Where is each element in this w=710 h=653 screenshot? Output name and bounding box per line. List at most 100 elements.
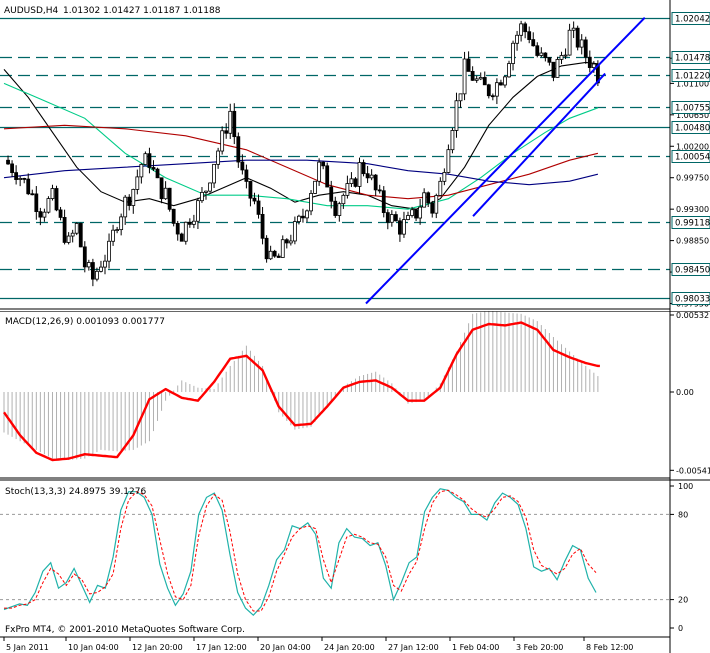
candle[interactable] bbox=[454, 92, 459, 138]
candle[interactable] bbox=[99, 260, 103, 273]
candle[interactable] bbox=[46, 196, 51, 214]
candle[interactable] bbox=[587, 50, 592, 73]
candle[interactable] bbox=[288, 234, 293, 246]
candle[interactable] bbox=[143, 151, 148, 165]
candle[interactable] bbox=[301, 208, 305, 223]
candle[interactable] bbox=[329, 180, 334, 209]
candle[interactable] bbox=[361, 159, 366, 177]
candle[interactable] bbox=[398, 217, 402, 242]
candle[interactable] bbox=[563, 48, 568, 60]
candle[interactable] bbox=[58, 206, 63, 221]
candle[interactable] bbox=[119, 213, 124, 236]
candle[interactable] bbox=[115, 226, 120, 234]
candle[interactable] bbox=[490, 93, 495, 101]
candle[interactable] bbox=[171, 208, 176, 227]
candle[interactable] bbox=[50, 184, 55, 201]
candle[interactable] bbox=[519, 20, 524, 42]
candle[interactable] bbox=[365, 165, 370, 184]
candle[interactable] bbox=[252, 192, 257, 205]
candle[interactable] bbox=[78, 222, 83, 248]
candle[interactable] bbox=[345, 175, 350, 199]
candle[interactable] bbox=[212, 163, 216, 188]
candle[interactable] bbox=[414, 209, 418, 221]
trendline[interactable] bbox=[472, 72, 606, 217]
candle[interactable] bbox=[135, 169, 140, 195]
candle[interactable] bbox=[14, 165, 19, 185]
candle[interactable] bbox=[410, 206, 414, 218]
candle[interactable] bbox=[127, 194, 132, 211]
candle[interactable] bbox=[337, 201, 342, 222]
candle[interactable] bbox=[434, 193, 439, 219]
candle[interactable] bbox=[349, 172, 354, 188]
candle[interactable] bbox=[34, 186, 39, 220]
candle[interactable] bbox=[571, 21, 576, 39]
candle[interactable] bbox=[551, 61, 556, 82]
candle[interactable] bbox=[353, 177, 358, 188]
candle[interactable] bbox=[466, 51, 471, 72]
candle[interactable] bbox=[325, 162, 330, 188]
candle[interactable] bbox=[402, 211, 406, 238]
candle[interactable] bbox=[268, 245, 273, 261]
candle[interactable] bbox=[10, 160, 14, 177]
candle[interactable] bbox=[555, 56, 560, 78]
candle[interactable] bbox=[583, 36, 588, 64]
candle[interactable] bbox=[357, 157, 362, 195]
candle[interactable] bbox=[474, 75, 479, 83]
candle[interactable] bbox=[462, 51, 467, 101]
trendline[interactable] bbox=[365, 16, 646, 305]
price-panel[interactable]: 1.014601.011001.006501.002000.997500.993… bbox=[0, 12, 710, 309]
candle[interactable] bbox=[381, 186, 386, 218]
candle[interactable] bbox=[248, 180, 253, 207]
candle[interactable] bbox=[18, 176, 23, 187]
candle[interactable] bbox=[579, 34, 584, 55]
candle[interactable] bbox=[297, 214, 301, 225]
candle[interactable] bbox=[438, 177, 443, 197]
candle[interactable] bbox=[147, 147, 152, 174]
candle[interactable] bbox=[446, 144, 451, 174]
candle[interactable] bbox=[38, 207, 43, 226]
candle[interactable] bbox=[430, 200, 435, 218]
candle[interactable] bbox=[478, 72, 483, 81]
candle[interactable] bbox=[70, 229, 75, 243]
candle[interactable] bbox=[389, 210, 394, 227]
candle[interactable] bbox=[232, 103, 237, 145]
candle[interactable] bbox=[183, 221, 188, 245]
candle[interactable] bbox=[244, 164, 249, 189]
candle[interactable] bbox=[393, 211, 398, 222]
candle[interactable] bbox=[527, 26, 532, 44]
candle[interactable] bbox=[107, 233, 111, 269]
candle[interactable] bbox=[567, 23, 572, 56]
candle[interactable] bbox=[256, 194, 261, 219]
candle[interactable] bbox=[111, 224, 115, 246]
candle[interactable] bbox=[276, 253, 281, 258]
candle[interactable] bbox=[30, 189, 35, 196]
candle[interactable] bbox=[224, 123, 229, 139]
candle[interactable] bbox=[6, 155, 10, 165]
candle[interactable] bbox=[216, 147, 221, 169]
candle[interactable] bbox=[575, 25, 580, 51]
candle[interactable] bbox=[422, 188, 427, 208]
candle[interactable] bbox=[418, 198, 423, 225]
candle[interactable] bbox=[179, 232, 184, 242]
candle[interactable] bbox=[66, 232, 71, 245]
candle[interactable] bbox=[151, 160, 156, 172]
candle[interactable] bbox=[559, 51, 564, 65]
candle[interactable] bbox=[482, 71, 487, 86]
candle[interactable] bbox=[54, 185, 59, 212]
candle[interactable] bbox=[175, 220, 180, 241]
candle[interactable] bbox=[321, 161, 326, 170]
candle[interactable] bbox=[123, 194, 128, 225]
candle[interactable] bbox=[470, 66, 475, 81]
candle[interactable] bbox=[511, 40, 515, 71]
candle[interactable] bbox=[442, 168, 447, 186]
candle[interactable] bbox=[264, 235, 269, 263]
candle[interactable] bbox=[406, 211, 410, 221]
candle[interactable] bbox=[385, 209, 390, 230]
candle[interactable] bbox=[200, 187, 204, 203]
candle[interactable] bbox=[503, 75, 507, 88]
candle[interactable] bbox=[240, 154, 245, 175]
candle[interactable] bbox=[74, 222, 79, 236]
candle[interactable] bbox=[220, 126, 225, 155]
candle[interactable] bbox=[103, 254, 107, 275]
candle[interactable] bbox=[22, 177, 27, 184]
